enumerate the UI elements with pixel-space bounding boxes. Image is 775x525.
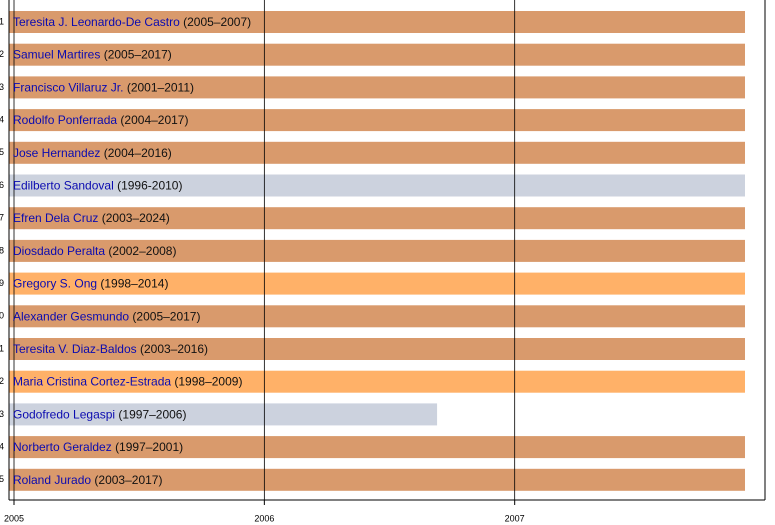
name-link[interactable]: Norberto Geraldez bbox=[13, 440, 112, 454]
period-text: (2003–2016) bbox=[140, 342, 208, 356]
period: (1998–2009) bbox=[171, 375, 242, 389]
name-link[interactable]: Diosdado Peralta bbox=[13, 244, 105, 258]
name-link[interactable]: Maria Cristina Cortez-Estrada bbox=[13, 375, 171, 389]
name-link[interactable]: Samuel Martires bbox=[13, 48, 100, 62]
row-number: 10 bbox=[0, 311, 4, 321]
period-text: (1998–2014) bbox=[100, 277, 168, 291]
bar bbox=[9, 141, 745, 164]
bar bbox=[9, 109, 745, 132]
row-label: Godofredo Legaspi (1997–2006) bbox=[13, 408, 186, 422]
period: (2001–2011) bbox=[123, 81, 194, 95]
period: (2003–2024) bbox=[98, 211, 169, 225]
bar bbox=[9, 43, 745, 66]
bars bbox=[9, 11, 745, 491]
period-text: (2004–2016) bbox=[104, 146, 172, 160]
row-label: Diosdado Peralta (2002–2008) bbox=[13, 244, 176, 258]
period-text: (1997–2006) bbox=[118, 408, 186, 422]
row-label: Edilberto Sandoval (1996-2010) bbox=[13, 179, 182, 193]
name-link[interactable]: Teresita J. Leonardo-De Castro bbox=[13, 15, 180, 29]
bar bbox=[9, 174, 745, 197]
x-tick-label: 2007 bbox=[505, 513, 525, 523]
period-text: (2001–2011) bbox=[127, 81, 194, 95]
row-label: Norberto Geraldez (1997–2001) bbox=[13, 440, 183, 454]
bar bbox=[9, 403, 438, 426]
period: (2002–2008) bbox=[105, 244, 176, 258]
bar bbox=[9, 305, 745, 328]
name-link[interactable]: Godofredo Legaspi bbox=[13, 408, 115, 422]
name-link[interactable]: Rodolfo Ponferrada bbox=[13, 113, 117, 127]
period-text: (1998–2009) bbox=[174, 375, 242, 389]
period: (2004–2016) bbox=[100, 146, 171, 160]
period-text: (2005–2007) bbox=[183, 15, 251, 29]
name-link[interactable]: Jose Hernandez bbox=[13, 146, 100, 160]
period-text: (2002–2008) bbox=[108, 244, 176, 258]
period-text: (1997–2001) bbox=[115, 440, 183, 454]
name-link[interactable]: Efren Dela Cruz bbox=[13, 211, 98, 225]
period: (1997–2006) bbox=[115, 408, 186, 422]
row-number: 1 bbox=[0, 16, 4, 26]
period: (2005–2017) bbox=[100, 48, 171, 62]
grid bbox=[13, 0, 516, 505]
bar bbox=[9, 207, 745, 230]
bar bbox=[9, 338, 745, 360]
row-number: 11 bbox=[0, 343, 4, 353]
period-text: (2005–2017) bbox=[132, 309, 200, 323]
period: (1996-2010) bbox=[114, 179, 183, 193]
row-number: 12 bbox=[0, 376, 4, 386]
name-link[interactable]: Gregory S. Ong bbox=[13, 277, 97, 291]
bar bbox=[9, 370, 745, 393]
period: (2005–2017) bbox=[129, 309, 200, 323]
row-number: 8 bbox=[0, 245, 4, 255]
bar bbox=[9, 272, 745, 295]
period: (2003–2017) bbox=[91, 473, 162, 487]
period-text: (2003–2024) bbox=[102, 211, 170, 225]
row-label: Teresita J. Leonardo-De Castro (2005–200… bbox=[13, 15, 251, 29]
row-label: Jose Hernandez (2004–2016) bbox=[13, 146, 172, 160]
row-label: Maria Cristina Cortez-Estrada (1998–2009… bbox=[13, 375, 242, 389]
row-number: 7 bbox=[0, 213, 4, 223]
period-text: (2003–2017) bbox=[94, 473, 162, 487]
bar bbox=[9, 239, 745, 262]
row-number: 6 bbox=[0, 180, 4, 190]
period: (1998–2014) bbox=[97, 277, 168, 291]
bar bbox=[9, 76, 745, 99]
name-link[interactable]: Roland Jurado bbox=[13, 473, 91, 487]
period: (1997–2001) bbox=[112, 440, 183, 454]
row-label: Francisco Villaruz Jr. (2001–2011) bbox=[13, 81, 194, 95]
bar bbox=[9, 11, 745, 33]
name-link[interactable]: Teresita V. Diaz-Baldos bbox=[13, 342, 137, 356]
name-link[interactable]: Edilberto Sandoval bbox=[13, 179, 114, 193]
period: (2004–2017) bbox=[117, 113, 188, 127]
bar bbox=[9, 436, 745, 459]
row-label: Gregory S. Ong (1998–2014) bbox=[13, 277, 168, 291]
row-label: Roland Jurado (2003–2017) bbox=[13, 473, 162, 487]
row-number: 2 bbox=[0, 49, 4, 59]
row-label: Efren Dela Cruz (2003–2024) bbox=[13, 211, 170, 225]
labels: 1 Teresita J. Leonardo-De Castro (2005–20… bbox=[0, 15, 525, 523]
period: (2005–2007) bbox=[180, 15, 251, 29]
row-number: 15 bbox=[0, 474, 4, 484]
row-number: 5 bbox=[0, 147, 4, 157]
row-number: 4 bbox=[0, 114, 4, 124]
row-number: 13 bbox=[0, 409, 4, 419]
period-text: (2004–2017) bbox=[120, 113, 188, 127]
row-number: 9 bbox=[0, 278, 4, 288]
period: (2003–2016) bbox=[137, 342, 208, 356]
row-label: Rodolfo Ponferrada (2004–2017) bbox=[13, 113, 188, 127]
row-number: 3 bbox=[0, 82, 4, 92]
x-tick-label: 2005 bbox=[4, 513, 24, 523]
name-link[interactable]: Francisco Villaruz Jr. bbox=[13, 81, 123, 95]
row-label: Samuel Martires (2005–2017) bbox=[13, 48, 172, 62]
name-link[interactable]: Alexander Gesmundo bbox=[13, 309, 129, 323]
period-text: (1996-2010) bbox=[117, 179, 182, 193]
row-label: Teresita V. Diaz-Baldos (2003–2016) bbox=[13, 342, 208, 356]
row-number: 14 bbox=[0, 441, 4, 451]
x-tick-label: 2006 bbox=[254, 513, 274, 523]
bar bbox=[9, 468, 745, 491]
period-text: (2005–2017) bbox=[104, 48, 172, 62]
row-label: Alexander Gesmundo (2005–2017) bbox=[13, 309, 200, 323]
